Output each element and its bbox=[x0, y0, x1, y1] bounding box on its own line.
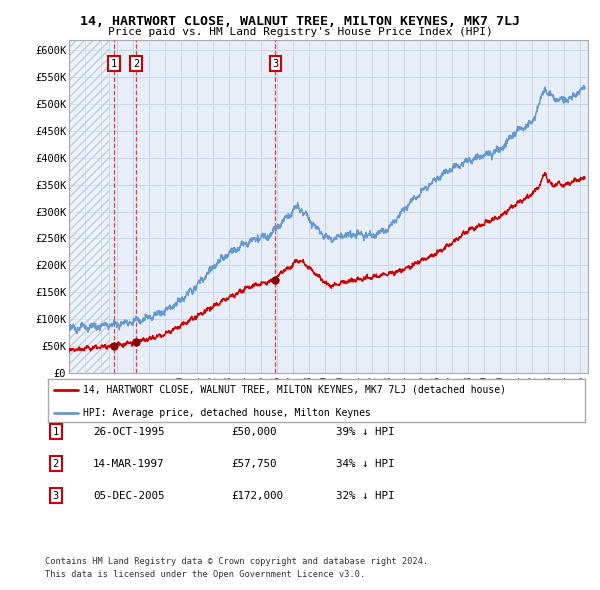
Text: Price paid vs. HM Land Registry's House Price Index (HPI): Price paid vs. HM Land Registry's House … bbox=[107, 27, 493, 37]
Text: 1: 1 bbox=[53, 427, 59, 437]
Text: This data is licensed under the Open Government Licence v3.0.: This data is licensed under the Open Gov… bbox=[45, 571, 365, 579]
Text: Contains HM Land Registry data © Crown copyright and database right 2024.: Contains HM Land Registry data © Crown c… bbox=[45, 558, 428, 566]
Text: £57,750: £57,750 bbox=[231, 459, 277, 468]
Text: HPI: Average price, detached house, Milton Keynes: HPI: Average price, detached house, Milt… bbox=[83, 408, 371, 418]
Text: 14, HARTWORT CLOSE, WALNUT TREE, MILTON KEYNES, MK7 7LJ: 14, HARTWORT CLOSE, WALNUT TREE, MILTON … bbox=[80, 15, 520, 28]
Text: 1: 1 bbox=[111, 59, 117, 68]
Text: 39% ↓ HPI: 39% ↓ HPI bbox=[336, 427, 395, 437]
Text: 34% ↓ HPI: 34% ↓ HPI bbox=[336, 459, 395, 468]
Bar bbox=[69, 40, 109, 373]
Text: £172,000: £172,000 bbox=[231, 491, 283, 500]
Text: £50,000: £50,000 bbox=[231, 427, 277, 437]
Text: 3: 3 bbox=[53, 491, 59, 500]
Text: 14-MAR-1997: 14-MAR-1997 bbox=[93, 459, 164, 468]
Text: 14, HARTWORT CLOSE, WALNUT TREE, MILTON KEYNES, MK7 7LJ (detached house): 14, HARTWORT CLOSE, WALNUT TREE, MILTON … bbox=[83, 385, 506, 395]
Text: 2: 2 bbox=[53, 459, 59, 468]
Text: 05-DEC-2005: 05-DEC-2005 bbox=[93, 491, 164, 500]
Text: 26-OCT-1995: 26-OCT-1995 bbox=[93, 427, 164, 437]
Text: 3: 3 bbox=[272, 59, 278, 68]
Text: 2: 2 bbox=[133, 59, 139, 68]
Bar bbox=[69, 40, 109, 373]
Text: 32% ↓ HPI: 32% ↓ HPI bbox=[336, 491, 395, 500]
